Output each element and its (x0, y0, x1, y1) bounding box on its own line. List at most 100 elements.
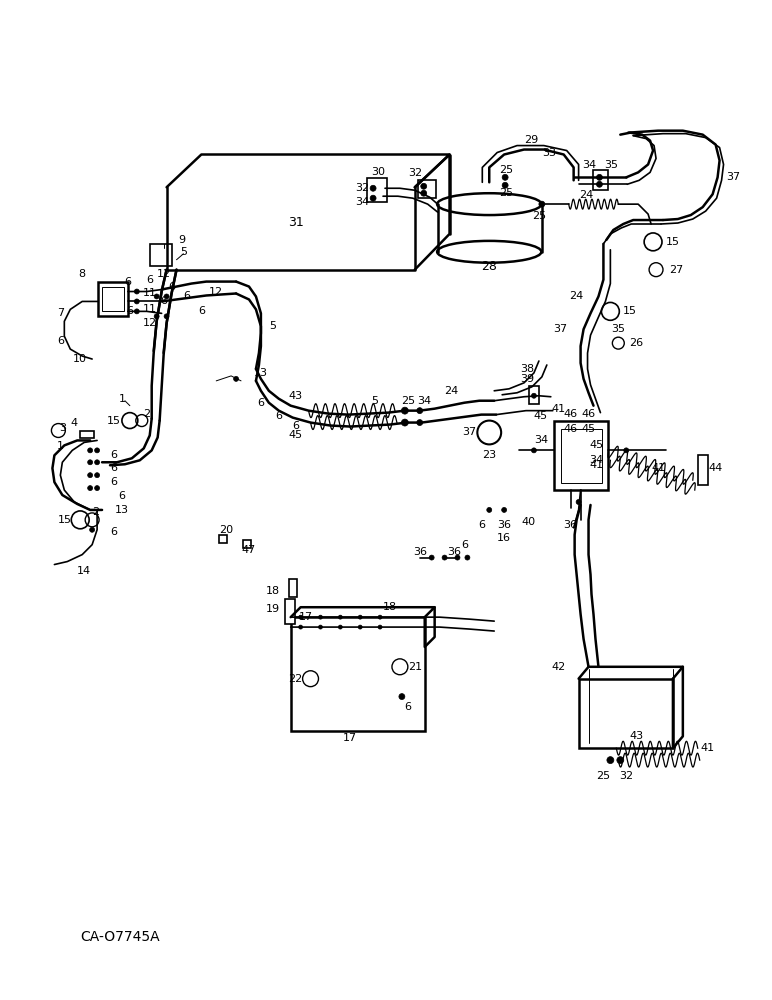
Text: 34: 34 (582, 160, 597, 170)
Text: 17: 17 (299, 612, 313, 622)
Text: 6: 6 (110, 450, 117, 460)
Circle shape (455, 555, 460, 560)
Bar (150, 244, 171, 266)
Bar (698, 455, 708, 485)
Text: 16: 16 (497, 533, 511, 543)
Text: 6: 6 (168, 282, 175, 292)
Circle shape (597, 174, 602, 180)
Text: 41: 41 (552, 404, 566, 414)
Text: 6: 6 (110, 477, 117, 487)
Bar (285, 599, 295, 624)
Text: 7: 7 (57, 308, 64, 318)
Circle shape (88, 448, 93, 453)
Text: 5: 5 (269, 321, 276, 331)
Text: 6: 6 (110, 463, 117, 473)
Text: 46: 46 (564, 409, 577, 419)
Text: 24: 24 (580, 190, 594, 200)
Bar (219, 535, 227, 543)
Text: 18: 18 (266, 586, 280, 596)
Circle shape (370, 185, 376, 191)
Text: 9: 9 (178, 235, 185, 245)
Text: 13: 13 (115, 505, 129, 515)
Circle shape (401, 407, 408, 414)
Text: 39: 39 (520, 374, 534, 384)
Text: 14: 14 (77, 566, 91, 576)
Text: 30: 30 (371, 167, 385, 177)
Text: 34: 34 (418, 396, 432, 406)
Circle shape (607, 757, 614, 764)
Text: CA-O7745A: CA-O7745A (80, 930, 160, 944)
Text: 2: 2 (93, 507, 100, 517)
Text: 33: 33 (542, 148, 556, 158)
Text: 32: 32 (619, 771, 633, 781)
Text: 35: 35 (604, 160, 618, 170)
Text: 12: 12 (143, 318, 157, 328)
Text: 38: 38 (520, 364, 534, 374)
Text: 36: 36 (497, 520, 511, 530)
Circle shape (154, 294, 159, 299)
Circle shape (399, 694, 405, 700)
Text: 1: 1 (57, 441, 64, 451)
Text: 25: 25 (596, 771, 611, 781)
Circle shape (90, 527, 95, 532)
Bar (102, 287, 124, 311)
Text: 31: 31 (288, 216, 303, 229)
Circle shape (319, 615, 323, 619)
Circle shape (539, 201, 545, 207)
Text: 27: 27 (669, 265, 683, 275)
Text: 11: 11 (143, 304, 157, 314)
Circle shape (617, 757, 624, 764)
Circle shape (531, 393, 537, 398)
Circle shape (401, 419, 408, 426)
Text: 28: 28 (481, 260, 497, 273)
Circle shape (134, 289, 139, 294)
Text: 24: 24 (570, 291, 584, 301)
Bar (289, 579, 296, 597)
Circle shape (465, 555, 470, 560)
Text: 6: 6 (257, 398, 264, 408)
Text: 12: 12 (209, 287, 223, 297)
Text: 34: 34 (355, 197, 369, 207)
Circle shape (442, 555, 447, 560)
Text: 12: 12 (157, 269, 171, 279)
Text: 34: 34 (533, 435, 548, 445)
Text: 32: 32 (355, 183, 369, 193)
Circle shape (487, 507, 492, 512)
Text: 10: 10 (73, 354, 87, 364)
Text: 23: 23 (482, 450, 496, 460)
Text: 5: 5 (180, 247, 187, 257)
Text: 13: 13 (254, 368, 268, 378)
Bar (578, 679, 673, 748)
Bar (529, 386, 539, 404)
Text: 2: 2 (143, 409, 151, 419)
Text: 6: 6 (57, 336, 64, 346)
Circle shape (95, 460, 100, 465)
Text: 40: 40 (522, 517, 536, 527)
Text: 36: 36 (448, 547, 462, 557)
Text: 15: 15 (623, 306, 637, 316)
Text: 20: 20 (219, 525, 233, 535)
Circle shape (502, 182, 508, 188)
Text: 34: 34 (589, 455, 604, 465)
Bar (560, 429, 602, 483)
Text: 25: 25 (532, 211, 546, 221)
Text: 36: 36 (413, 547, 427, 557)
Bar (291, 617, 425, 731)
Bar (592, 170, 608, 190)
Text: 6: 6 (478, 520, 485, 530)
Text: 32: 32 (408, 168, 422, 178)
Text: 41: 41 (651, 463, 665, 473)
Text: 24: 24 (445, 386, 459, 396)
Circle shape (95, 473, 100, 478)
Circle shape (378, 615, 382, 619)
Text: 21: 21 (408, 662, 422, 672)
Circle shape (576, 500, 581, 504)
Text: 6: 6 (146, 275, 153, 285)
Circle shape (358, 615, 362, 619)
Bar (243, 540, 251, 548)
Text: 25: 25 (499, 165, 513, 175)
Text: 26: 26 (629, 338, 643, 348)
Text: 6: 6 (183, 291, 190, 301)
Text: 45: 45 (289, 430, 303, 440)
Circle shape (95, 448, 100, 453)
